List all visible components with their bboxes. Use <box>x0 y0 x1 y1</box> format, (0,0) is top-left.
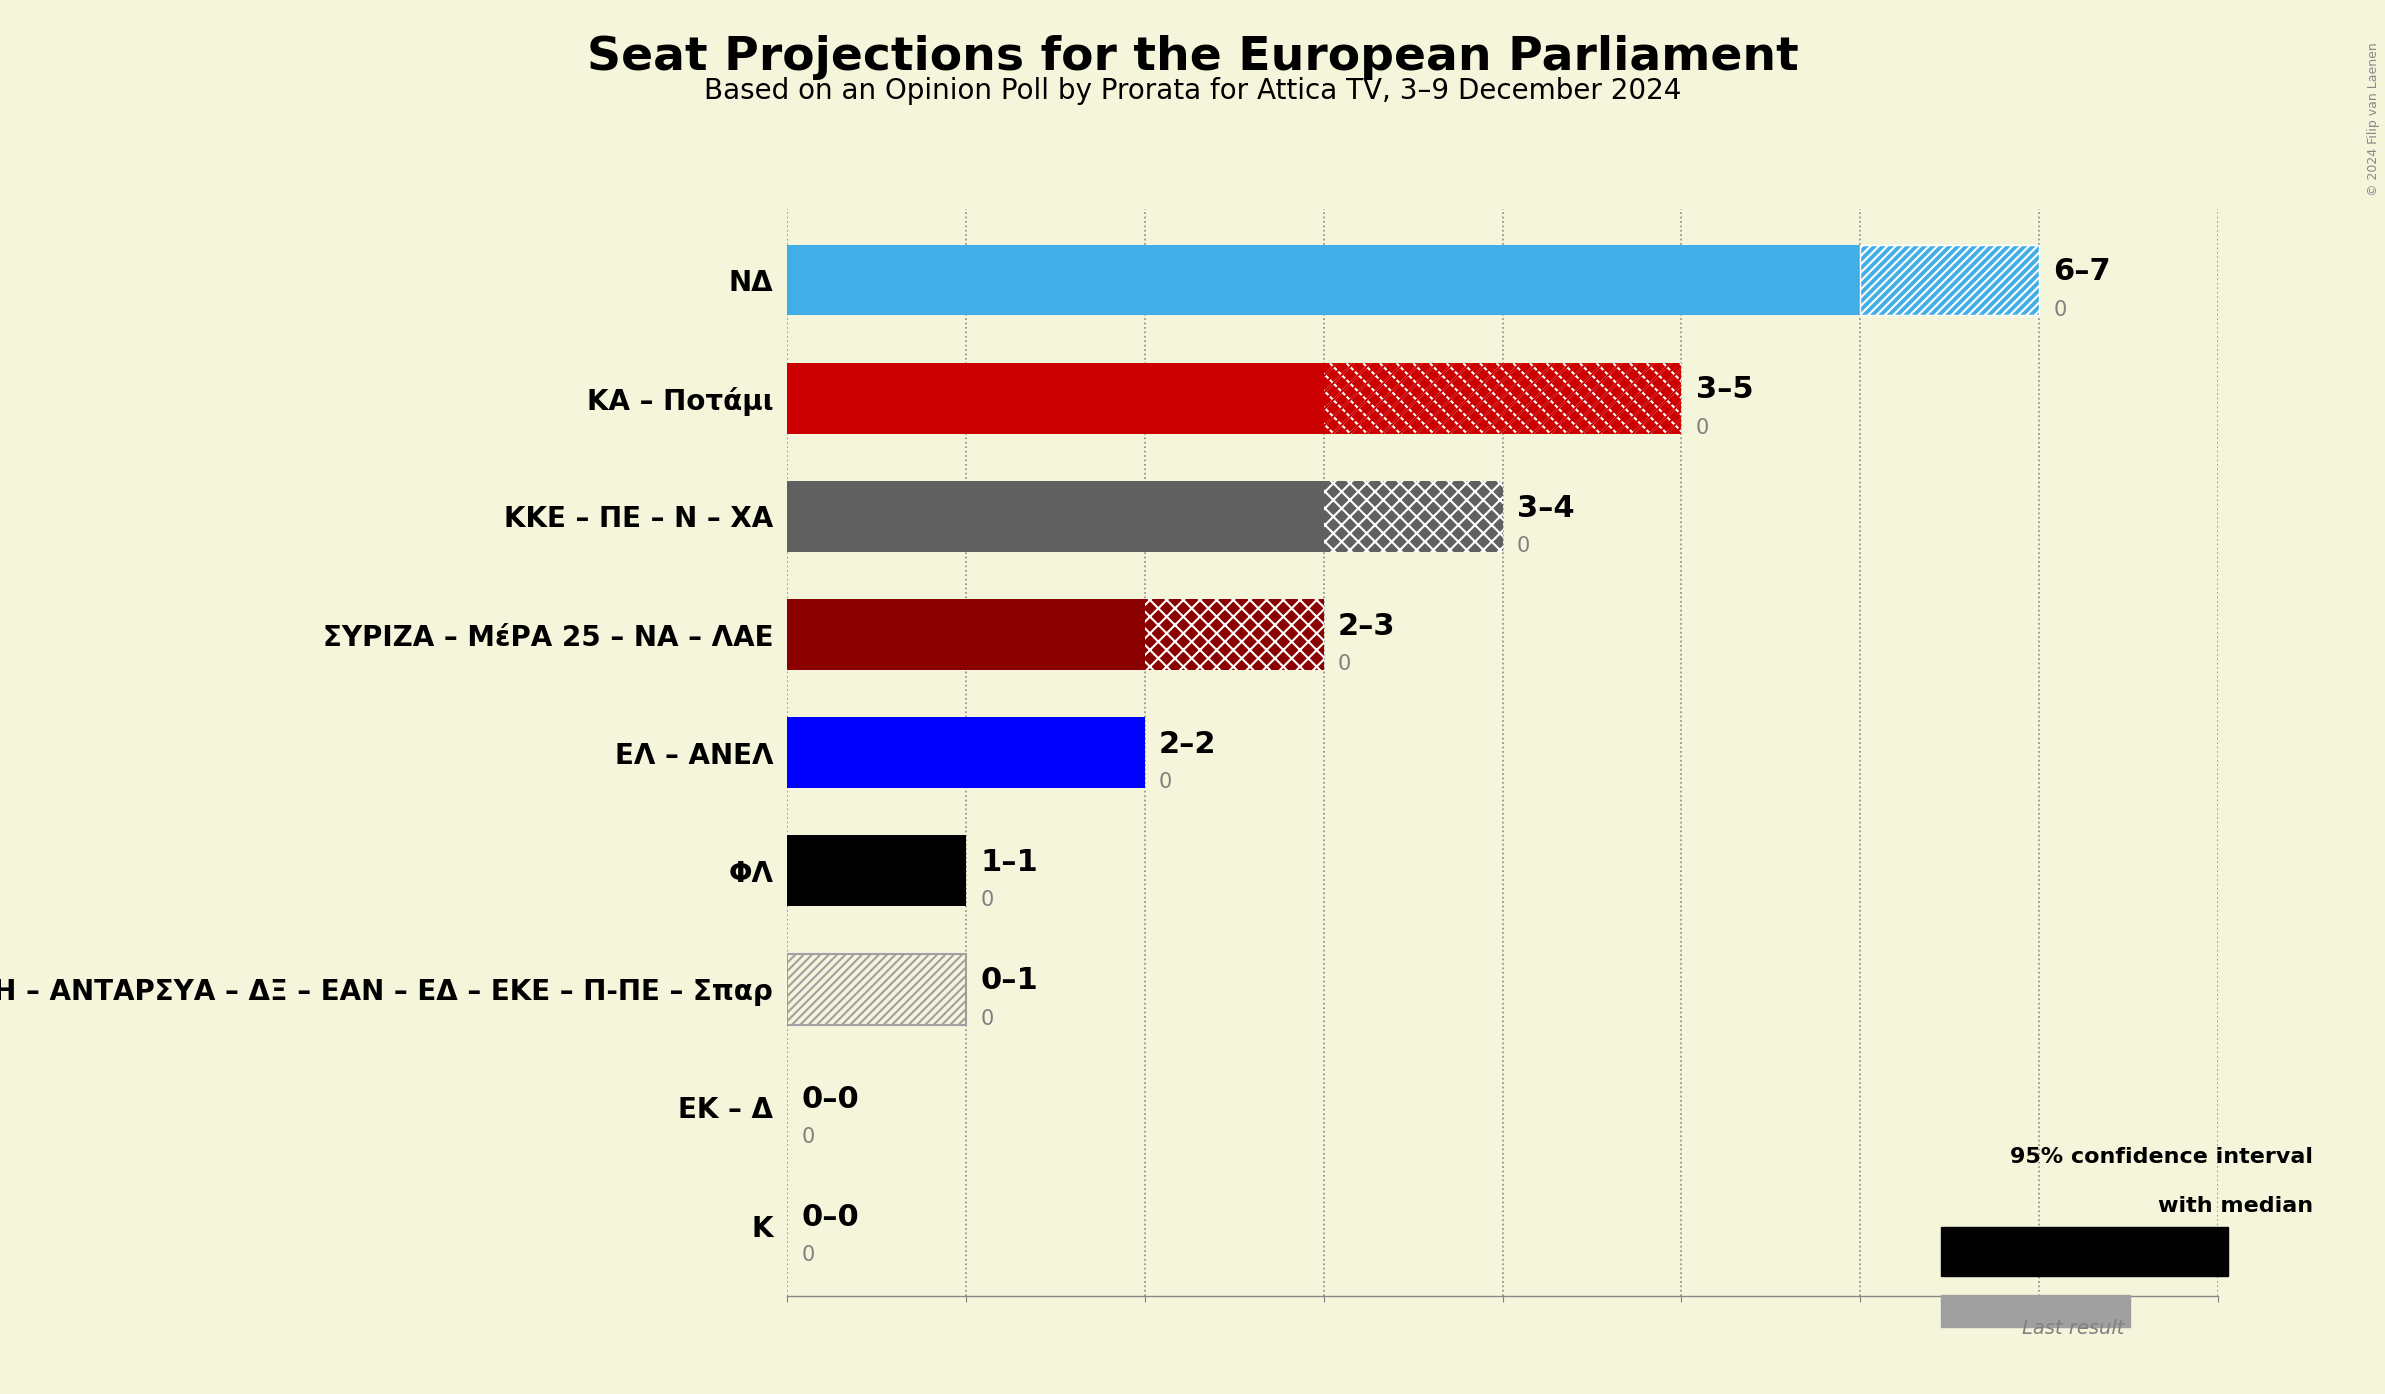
Bar <box>787 599 1145 671</box>
Text: Seat Projections for the European Parliament: Seat Projections for the European Parlia… <box>587 35 1798 79</box>
Text: 0–0: 0–0 <box>801 1203 859 1232</box>
Text: 0–0: 0–0 <box>801 1085 859 1114</box>
Bar <box>1941 1227 2130 1276</box>
Text: 0: 0 <box>1517 535 1531 556</box>
Text: © 2024 Filip van Laenen: © 2024 Filip van Laenen <box>2368 42 2380 195</box>
Text: 3–5: 3–5 <box>1696 375 1753 404</box>
Text: 0: 0 <box>1696 418 1710 438</box>
Bar <box>787 718 1145 788</box>
Bar <box>1941 1295 2130 1327</box>
Text: 0: 0 <box>1159 772 1173 792</box>
Bar <box>2130 1227 2228 1276</box>
Text: 95% confidence interval: 95% confidence interval <box>2011 1147 2313 1167</box>
Text: 0: 0 <box>1338 654 1352 675</box>
Bar <box>787 835 966 906</box>
Bar <box>1145 599 1324 671</box>
Bar <box>2130 1227 2228 1276</box>
Bar <box>787 244 1860 315</box>
Text: 0: 0 <box>980 1009 995 1029</box>
Text: 2–2: 2–2 <box>1159 730 1216 758</box>
Bar <box>787 953 966 1025</box>
Bar <box>787 362 1324 434</box>
Text: 0: 0 <box>980 891 995 910</box>
Text: 0: 0 <box>801 1245 816 1264</box>
Text: Last result: Last result <box>2022 1319 2125 1338</box>
Bar <box>787 481 1324 552</box>
Text: Based on an Opinion Poll by Prorata for Attica TV, 3–9 December 2024: Based on an Opinion Poll by Prorata for … <box>704 77 1681 105</box>
Text: 6–7: 6–7 <box>2053 258 2111 286</box>
Text: with median: with median <box>2158 1196 2313 1216</box>
Text: 2–3: 2–3 <box>1338 612 1395 641</box>
Text: 0: 0 <box>2053 300 2068 319</box>
Bar <box>1324 481 1503 552</box>
Text: 1–1: 1–1 <box>980 848 1037 877</box>
Text: 3–4: 3–4 <box>1517 493 1574 523</box>
Bar <box>1860 244 2039 315</box>
Bar <box>1324 362 1681 434</box>
Text: 0–1: 0–1 <box>980 966 1037 995</box>
Text: 0: 0 <box>801 1126 816 1147</box>
Bar <box>1324 362 1681 434</box>
